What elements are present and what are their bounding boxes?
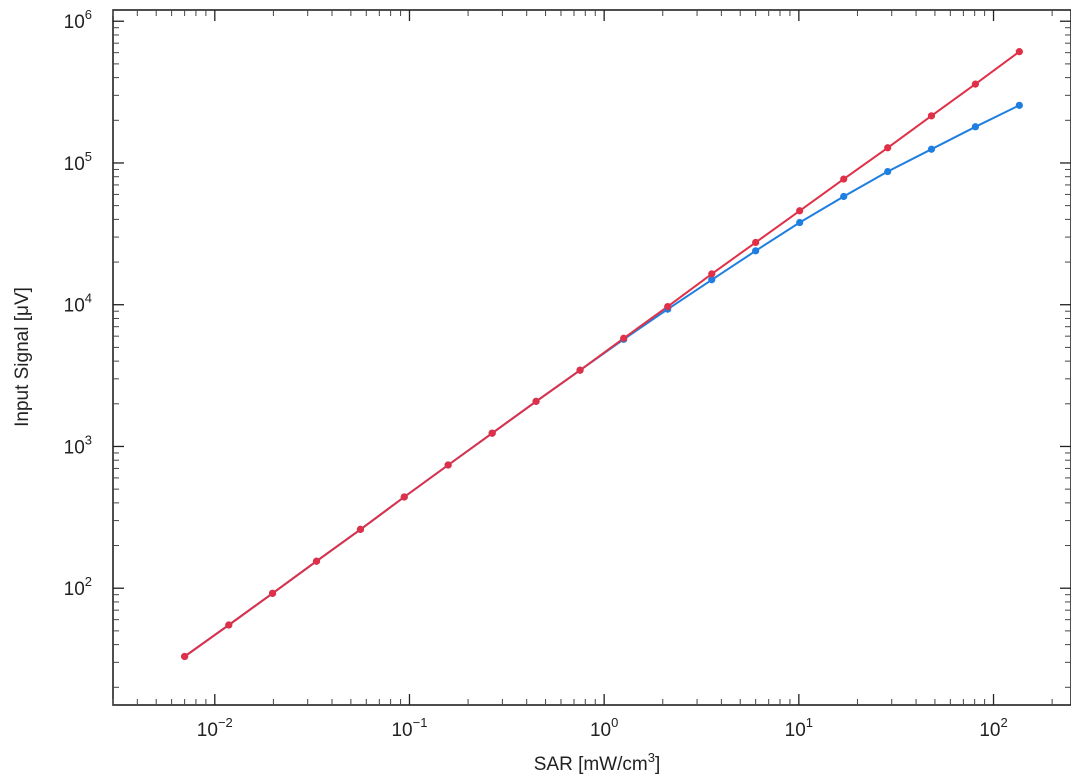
- series-2-point: [620, 334, 628, 342]
- minor-ticks: [112, 10, 1071, 705]
- y-tick-label: 103: [64, 432, 92, 458]
- x-axis-title-main: SAR [mW/cm: [534, 754, 648, 775]
- series-1-point: [927, 145, 936, 153]
- series-2-point: [268, 589, 277, 597]
- y-tick-label: 106: [64, 7, 92, 33]
- series-2-point: [971, 80, 979, 88]
- x-axis-title-sup: 3: [648, 750, 655, 765]
- series-1-point: [796, 218, 804, 227]
- y-axis-title: Input Signal [μV]: [12, 287, 33, 427]
- series-2-point: [884, 144, 892, 152]
- y-tick-label: 105: [64, 149, 92, 175]
- series-2-point: [752, 238, 760, 247]
- series-2-point: [444, 461, 452, 469]
- series-2-point: [356, 525, 365, 533]
- series-1-point: [840, 192, 848, 201]
- series-lines: [184, 50, 1020, 658]
- series-1-point: [884, 167, 892, 176]
- series-2-point: [1015, 48, 1023, 56]
- series-2-line: [184, 50, 1020, 658]
- x-tick-label: 10−1: [391, 715, 427, 741]
- series-2-point: [225, 621, 233, 629]
- series-points: [181, 48, 1023, 661]
- series-2-point: [532, 397, 540, 405]
- major-ticks: [113, 10, 1071, 705]
- series-1-point: [971, 123, 979, 131]
- y-tick-label: 104: [64, 291, 92, 317]
- series-2-point: [488, 429, 496, 437]
- y-tick-labels: 102 103 104 105 106: [64, 7, 92, 600]
- x-tick-label: 102: [979, 715, 1007, 741]
- x-tick-labels: 10−2 10−1 100 101 102: [197, 715, 1008, 741]
- series-1-point: [752, 247, 760, 255]
- series-2-point: [312, 557, 321, 565]
- series-2-point: [400, 493, 408, 501]
- x-tick-label: 10−2: [197, 715, 233, 741]
- series-2-point: [796, 207, 804, 215]
- series-2-point: [181, 652, 189, 661]
- series-1-line: [184, 104, 1020, 658]
- y-tick-label: 102: [64, 574, 92, 600]
- plot-frame: [112, 9, 1071, 706]
- x-tick-label: 100: [590, 715, 618, 741]
- series-2-point: [576, 366, 584, 374]
- x-axis-title-suffix: ]: [655, 754, 660, 775]
- x-tick-label: 101: [785, 715, 813, 741]
- series-1-point: [708, 276, 716, 284]
- series-2-point: [840, 175, 848, 183]
- series-2-point: [664, 302, 672, 311]
- series-2-point: [708, 270, 716, 278]
- x-axis-title: SAR [mW/cm3]: [534, 750, 661, 775]
- series-1-point: [1015, 101, 1023, 109]
- series-2-point: [927, 112, 936, 120]
